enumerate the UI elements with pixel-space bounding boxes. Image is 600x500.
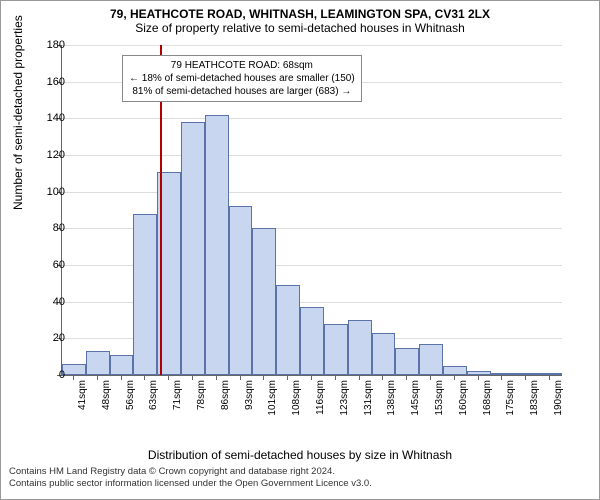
gridline [62, 192, 562, 193]
x-tick-mark [168, 375, 169, 380]
gridline [62, 45, 562, 46]
x-tick-mark [73, 375, 74, 380]
x-tick-label: 71sqm [172, 380, 183, 410]
x-tick-label: 86sqm [220, 380, 231, 410]
chart-title-sub: Size of property relative to semi-detach… [1, 21, 599, 35]
x-tick-label: 145sqm [410, 380, 421, 416]
annotation-line3: 81% of semi-detached houses are larger (… [129, 85, 355, 98]
footer-line-1: Contains HM Land Registry data © Crown c… [9, 466, 599, 478]
y-tick-label: 180 [25, 39, 65, 51]
x-tick-label: 63sqm [148, 380, 159, 410]
x-axis-label: Distribution of semi-detached houses by … [148, 448, 452, 462]
chart-area: Number of semi-detached properties 79 HE… [61, 45, 571, 400]
x-tick-label: 131sqm [363, 380, 374, 416]
x-tick-label: 93sqm [244, 380, 255, 410]
y-tick-label: 140 [25, 112, 65, 124]
histogram-bar [86, 351, 110, 375]
annotation-line1: 79 HEATHCOTE ROAD: 68sqm [129, 59, 355, 72]
x-tick-mark [311, 375, 312, 380]
footer-attribution: Contains HM Land Registry data © Crown c… [1, 466, 599, 490]
x-tick-mark [382, 375, 383, 380]
histogram-bar [348, 320, 372, 375]
x-tick-mark [216, 375, 217, 380]
y-tick-label: 100 [25, 186, 65, 198]
x-tick-label: 160sqm [458, 380, 469, 416]
x-tick-label: 78sqm [196, 380, 207, 410]
x-tick-mark [501, 375, 502, 380]
x-tick-label: 153sqm [434, 380, 445, 416]
histogram-bar [443, 366, 467, 375]
x-tick-label: 41sqm [77, 380, 88, 410]
gridline [62, 155, 562, 156]
x-tick-label: 168sqm [482, 380, 493, 416]
x-tick-label: 116sqm [315, 380, 326, 415]
histogram-bar [395, 348, 419, 376]
x-tick-mark [430, 375, 431, 380]
x-tick-label: 56sqm [125, 380, 136, 410]
x-tick-mark [240, 375, 241, 380]
histogram-bar [300, 307, 324, 375]
x-tick-label: 138sqm [386, 380, 397, 416]
x-tick-label: 48sqm [101, 380, 112, 410]
x-tick-label: 108sqm [291, 380, 302, 416]
histogram-bar [62, 364, 86, 375]
x-tick-mark [121, 375, 122, 380]
x-tick-mark [287, 375, 288, 380]
y-tick-label: 0 [25, 369, 65, 381]
x-tick-mark [97, 375, 98, 380]
y-axis-label: Number of semi-detached properties [11, 15, 25, 210]
chart-title-block: 79, HEATHCOTE ROAD, WHITNASH, LEAMINGTON… [1, 1, 599, 35]
y-tick-label: 60 [25, 259, 65, 271]
x-tick-label: 175sqm [505, 380, 516, 416]
x-tick-mark [144, 375, 145, 380]
histogram-bar [372, 333, 396, 375]
histogram-bar [181, 122, 205, 375]
histogram-bar [252, 228, 276, 375]
histogram-bar [276, 285, 300, 375]
x-tick-mark [525, 375, 526, 380]
x-tick-label: 101sqm [267, 380, 278, 416]
plot-area: 79 HEATHCOTE ROAD: 68sqm← 18% of semi-de… [61, 45, 562, 376]
histogram-bar [205, 115, 229, 375]
x-tick-label: 190sqm [553, 380, 564, 416]
x-tick-mark [263, 375, 264, 380]
y-tick-label: 160 [25, 76, 65, 88]
x-tick-label: 183sqm [529, 380, 540, 416]
annotation-line2: ← 18% of semi-detached houses are smalle… [129, 72, 355, 85]
histogram-bar [419, 344, 443, 375]
y-tick-label: 40 [25, 296, 65, 308]
x-tick-mark [549, 375, 550, 380]
annotation-box: 79 HEATHCOTE ROAD: 68sqm← 18% of semi-de… [122, 55, 362, 102]
gridline [62, 118, 562, 119]
x-tick-mark [478, 375, 479, 380]
x-tick-mark [192, 375, 193, 380]
histogram-bar [110, 355, 134, 375]
y-tick-label: 120 [25, 149, 65, 161]
x-tick-mark [406, 375, 407, 380]
x-tick-mark [454, 375, 455, 380]
chart-title-main: 79, HEATHCOTE ROAD, WHITNASH, LEAMINGTON… [1, 7, 599, 21]
x-tick-mark [359, 375, 360, 380]
histogram-bar [324, 324, 348, 375]
x-tick-mark [335, 375, 336, 380]
y-tick-label: 20 [25, 332, 65, 344]
footer-line-2: Contains public sector information licen… [9, 478, 599, 490]
y-tick-label: 80 [25, 222, 65, 234]
x-tick-label: 123sqm [339, 380, 350, 416]
histogram-bar [133, 214, 157, 375]
histogram-bar [229, 206, 253, 375]
